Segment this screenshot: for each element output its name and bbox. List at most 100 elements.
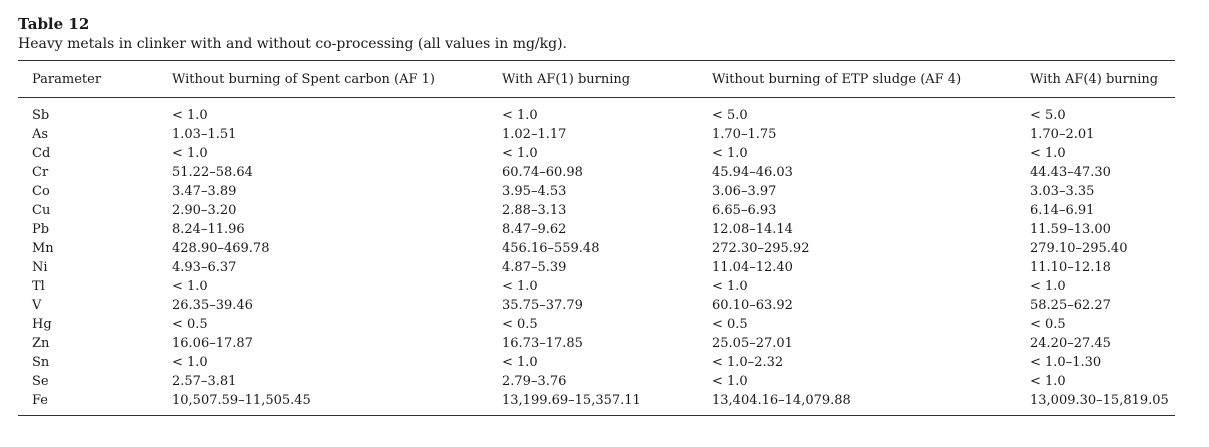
table-row: As 1.03–1.51 1.02–1.17 1.70–1.75 1.70–2.01 <box>18 125 1175 144</box>
cell-without-af4: 6.65–6.93 <box>712 203 777 218</box>
cell-without-af1: 3.47–3.89 <box>172 184 237 199</box>
cell-without-af1: 10,507.59–11,505.45 <box>172 393 311 408</box>
cell-with-af4: 6.14–6.91 <box>1030 203 1095 218</box>
cell-parameter: V <box>32 298 42 313</box>
cell-without-af1: 1.03–1.51 <box>172 127 237 142</box>
cell-parameter: Sb <box>32 108 50 123</box>
cell-without-af4: 25.05–27.01 <box>712 336 793 351</box>
cell-without-af4: 272.30–295.92 <box>712 241 810 256</box>
cell-with-af4: 1.70–2.01 <box>1030 127 1095 142</box>
cell-with-af4: 3.03–3.35 <box>1030 184 1095 199</box>
cell-with-af1: < 1.0 <box>502 279 538 294</box>
table-header: Parameter Without burning of Spent carbo… <box>18 60 1175 98</box>
header-with-af1: With AF(1) burning <box>502 71 631 87</box>
bottom-rule <box>18 415 1175 416</box>
cell-without-af1: < 0.5 <box>172 317 208 332</box>
cell-parameter: Cr <box>32 165 49 180</box>
cell-with-af1: 3.95–4.53 <box>502 184 567 199</box>
cell-parameter: Sn <box>32 355 50 370</box>
cell-without-af4: 45.94–46.03 <box>712 165 793 180</box>
cell-without-af1: < 1.0 <box>172 146 208 161</box>
cell-without-af1: 428.90–469.78 <box>172 241 270 256</box>
cell-with-af1: 16.73–17.85 <box>502 336 583 351</box>
table-row: Hg < 0.5 < 0.5 < 0.5 < 0.5 <box>18 315 1175 334</box>
cell-without-af4: 13,404.16–14,079.88 <box>712 393 851 408</box>
table-body: Sb < 1.0 < 1.0 < 5.0 < 5.0 As 1.03–1.51 1.0… <box>18 98 1175 411</box>
cell-without-af4: < 1.0 <box>712 146 748 161</box>
table-figure: Table 12 Heavy metals in clinker with an… <box>18 15 1175 416</box>
cell-with-af4: 24.20–27.45 <box>1030 336 1111 351</box>
cell-with-af4: < 1.0 <box>1030 374 1066 389</box>
cell-parameter: As <box>32 127 49 142</box>
cell-with-af1: 1.02–1.17 <box>502 127 567 142</box>
table-row: Ni 4.93–6.37 4.87–5.39 11.04–12.40 11.10–12.… <box>18 258 1175 277</box>
cell-without-af1: 2.90–3.20 <box>172 203 237 218</box>
cell-with-af1: 8.47–9.62 <box>502 222 567 237</box>
cell-with-af1: 4.87–5.39 <box>502 260 567 275</box>
cell-without-af4: < 1.0 <box>712 279 748 294</box>
table-row: Cu 2.90–3.20 2.88–3.13 6.65–6.93 6.14–6.91 <box>18 201 1175 220</box>
cell-with-af4: < 0.5 <box>1030 317 1066 332</box>
cell-with-af4: < 5.0 <box>1030 108 1066 123</box>
cell-parameter: Co <box>32 184 50 199</box>
cell-with-af1: < 1.0 <box>502 355 538 370</box>
table-caption: Heavy metals in clinker with and without… <box>18 36 568 52</box>
cell-with-af1: 60.74–60.98 <box>502 165 583 180</box>
cell-with-af4: < 1.0 <box>1030 146 1066 161</box>
cell-without-af1: 2.57–3.81 <box>172 374 237 389</box>
cell-parameter: Pb <box>32 222 50 237</box>
cell-with-af4: < 1.0 <box>1030 279 1066 294</box>
table-row: Co 3.47–3.89 3.95–4.53 3.06–3.97 3.03–3.35 <box>18 182 1175 201</box>
cell-without-af4: 1.70–1.75 <box>712 127 777 142</box>
table-label: Table 12 <box>18 15 90 33</box>
table-row: Tl < 1.0 < 1.0 < 1.0 < 1.0 <box>18 277 1175 296</box>
heavy-metals-table: Parameter Without burning of Spent carbo… <box>18 60 1175 410</box>
cell-parameter: Cu <box>32 203 51 218</box>
cell-parameter: Zn <box>32 336 50 351</box>
cell-without-af1: 4.93–6.37 <box>172 260 237 275</box>
table-row: Zn 16.06–17.87 16.73–17.85 25.05–27.01 24.20… <box>18 334 1175 353</box>
cell-with-af1: 2.79–3.76 <box>502 374 567 389</box>
header-parameter: Parameter <box>32 71 102 87</box>
cell-without-af4: < 5.0 <box>712 108 748 123</box>
cell-without-af4: < 1.0 <box>712 374 748 389</box>
cell-without-af1: 8.24–11.96 <box>172 222 245 237</box>
cell-without-af1: < 1.0 <box>172 279 208 294</box>
table-row: V 26.35–39.46 35.75–37.79 60.10–63.92 58.25–… <box>18 296 1175 315</box>
cell-without-af4: 3.06–3.97 <box>712 184 777 199</box>
cell-parameter: Mn <box>32 241 54 256</box>
cell-parameter: Hg <box>32 317 52 332</box>
cell-parameter: Tl <box>32 279 45 294</box>
cell-with-af4: 279.10–295.40 <box>1030 241 1128 256</box>
cell-with-af1: 2.88–3.13 <box>502 203 567 218</box>
cell-with-af1: < 0.5 <box>502 317 538 332</box>
cell-parameter: Cd <box>32 146 51 161</box>
table-row: Sb < 1.0 < 1.0 < 5.0 < 5.0 <box>18 106 1175 125</box>
cell-without-af4: < 1.0–2.32 <box>712 355 784 370</box>
table-row: Pb 8.24–11.96 8.47–9.62 12.08–14.14 11.59–13… <box>18 220 1175 239</box>
cell-without-af1: < 1.0 <box>172 108 208 123</box>
cell-parameter: Ni <box>32 260 48 275</box>
cell-without-af4: 11.04–12.40 <box>712 260 793 275</box>
header-spacer <box>18 98 1175 107</box>
cell-without-af4: 12.08–14.14 <box>712 222 793 237</box>
cell-with-af4: 44.43–47.30 <box>1030 165 1111 180</box>
header-without-af4: Without burning of ETP sludge (AF 4) <box>712 71 962 87</box>
table-row: Fe 10,507.59–11,505.45 13,199.69–15,357.11… <box>18 391 1175 410</box>
header-with-af4: With AF(4) burning <box>1030 71 1159 87</box>
cell-with-af4: 58.25–62.27 <box>1030 298 1111 313</box>
table-row: Cr 51.22–58.64 60.74–60.98 45.94–46.03 44.43… <box>18 163 1175 182</box>
cell-with-af1: < 1.0 <box>502 146 538 161</box>
cell-with-af4: 11.59–13.00 <box>1030 222 1111 237</box>
table-row: Cd < 1.0 < 1.0 < 1.0 < 1.0 <box>18 144 1175 163</box>
cell-with-af1: 456.16–559.48 <box>502 241 600 256</box>
cell-with-af1: 35.75–37.79 <box>502 298 583 313</box>
cell-without-af1: 51.22–58.64 <box>172 165 253 180</box>
table-row: Se 2.57–3.81 2.79–3.76 < 1.0 < 1.0 <box>18 372 1175 391</box>
cell-without-af4: 60.10–63.92 <box>712 298 793 313</box>
cell-without-af1: 26.35–39.46 <box>172 298 253 313</box>
cell-with-af1: < 1.0 <box>502 108 538 123</box>
cell-with-af4: 11.10–12.18 <box>1030 260 1111 275</box>
table-row: Sn < 1.0 < 1.0 < 1.0–2.32 < 1.0–1.30 <box>18 353 1175 372</box>
header-row: Parameter Without burning of Spent carbo… <box>18 60 1175 98</box>
